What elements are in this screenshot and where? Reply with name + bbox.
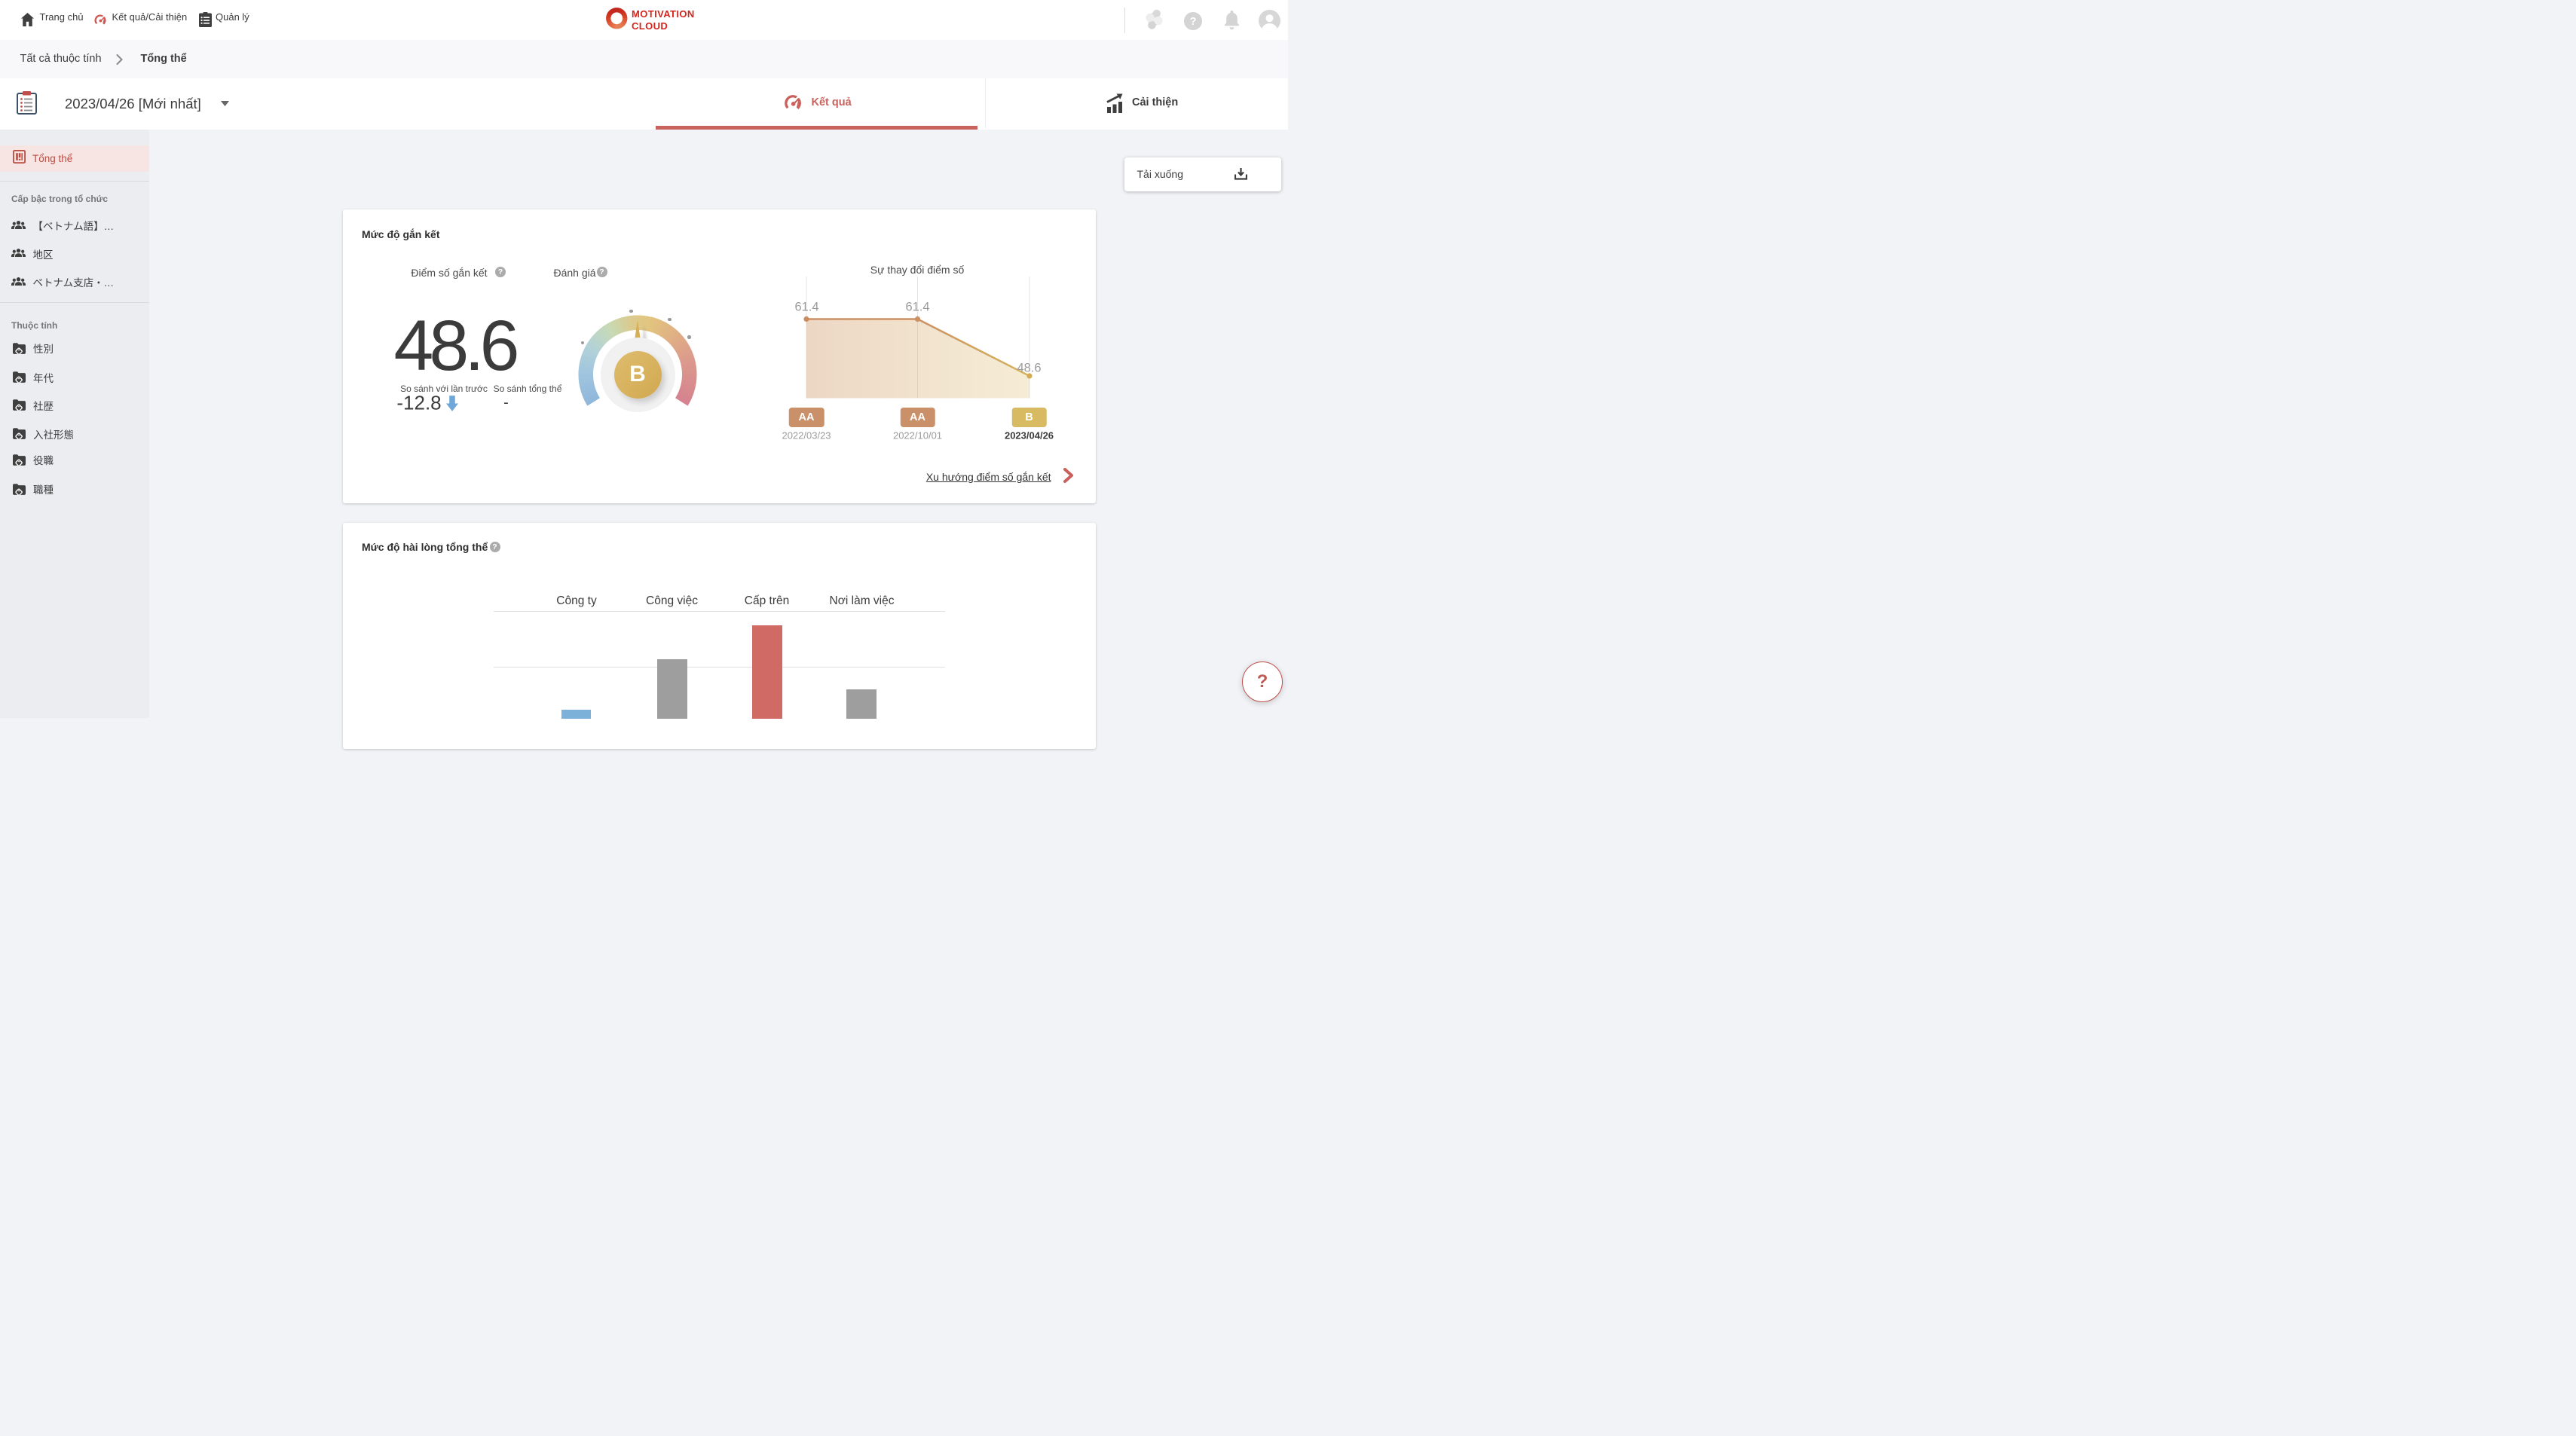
svg-text:?: ? <box>1190 16 1197 28</box>
